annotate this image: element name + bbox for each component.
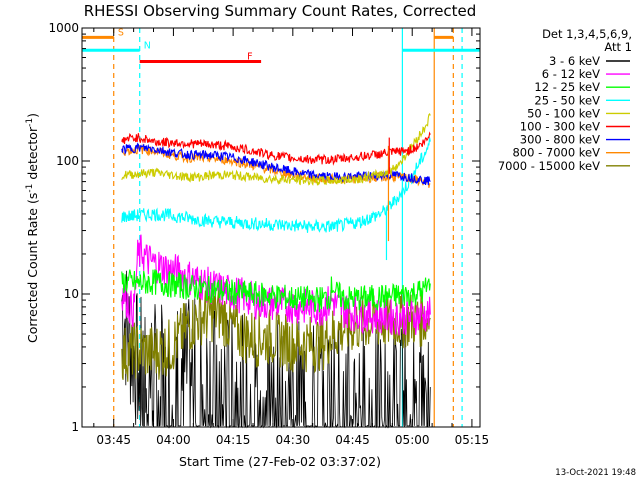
x-tick-label: 04:15 (216, 433, 251, 447)
legend-label: 6 - 12 keV (542, 67, 600, 81)
chart-title: RHESSI Observing Summary Count Rates, Co… (84, 2, 477, 20)
y-axis-label-end: ) (25, 113, 40, 118)
flag-label-s: S (118, 27, 124, 38)
plot-layer: S N F (82, 27, 480, 429)
plot-frame (81, 27, 481, 428)
axes-layer: 1 10 100 1000 03:45 04:00 04:15 04:30 04:45 05:00… (48, 21, 489, 447)
y-axis-label-group: Corrected Count Rate (s-1 detector-1) (25, 113, 40, 343)
flag-label-n: N (144, 40, 151, 51)
legend-header-line-1: Det 1,3,4,5,6,9, (542, 27, 632, 41)
x-tick-label: 04:30 (276, 433, 311, 447)
series-line-2 (121, 269, 431, 313)
legend-header-line-2: Att 1 (604, 40, 632, 54)
y-axis-label: Corrected Count Rate (s-1 detector-1) (25, 113, 40, 343)
x-tick-label: 03:45 (96, 433, 131, 447)
series-line-4 (121, 112, 431, 186)
legend-label: 800 - 7000 keV (512, 146, 600, 160)
legend-label: 7000 - 15000 keV (498, 159, 600, 173)
legend-label: 50 - 100 keV (527, 106, 600, 120)
flag-label-f: F (247, 51, 252, 62)
y-axis-label-sup1: -1 (25, 184, 35, 193)
y-tick-label: 1000 (48, 21, 79, 35)
y-axis-label-sup2: -1 (25, 118, 35, 127)
footer-timestamp: 13-Oct-2021 19:48 (555, 468, 636, 478)
series-line-3 (121, 137, 431, 233)
legend-label: 300 - 800 keV (520, 133, 600, 147)
y-tick-label: 10 (64, 287, 79, 301)
y-tick-label: 1 (71, 420, 79, 434)
series-line-5 (121, 131, 431, 166)
x-tick-label: 04:45 (335, 433, 370, 447)
y-axis-label-main: Corrected Count Rate (s (25, 193, 40, 343)
x-tick-label: 05:00 (395, 433, 430, 447)
y-axis-label-mid: detector (25, 126, 40, 184)
x-tick-label: 05:15 (455, 433, 490, 447)
legend-label: 3 - 6 keV (549, 54, 600, 68)
x-axis-label: Start Time (27-Feb-02 03:37:02) (179, 454, 381, 469)
legend-label: 12 - 25 keV (534, 80, 600, 94)
series-line-8 (121, 287, 431, 382)
legend-label: 25 - 50 keV (534, 93, 600, 107)
x-tick-label: 04:00 (156, 433, 191, 447)
y-tick-label: 100 (56, 154, 79, 168)
legend-label: 100 - 300 keV (520, 120, 600, 134)
